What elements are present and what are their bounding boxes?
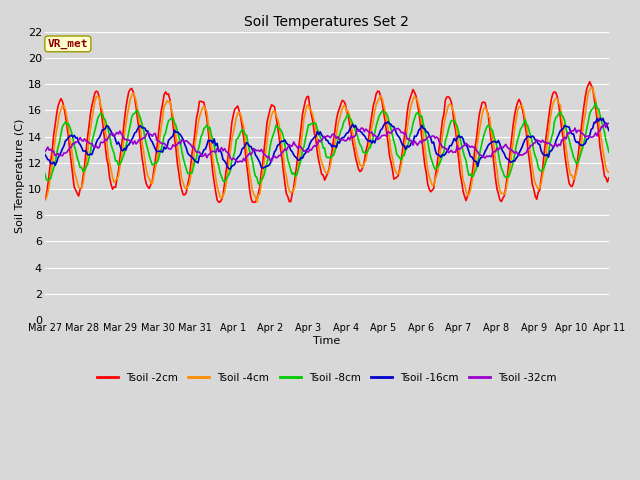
Title: Soil Temperatures Set 2: Soil Temperatures Set 2	[244, 15, 409, 29]
X-axis label: Time: Time	[313, 336, 340, 346]
Text: VR_met: VR_met	[47, 39, 88, 49]
Y-axis label: Soil Temperature (C): Soil Temperature (C)	[15, 119, 25, 233]
Legend: Tsoil -2cm, Tsoil -4cm, Tsoil -8cm, Tsoil -16cm, Tsoil -32cm: Tsoil -2cm, Tsoil -4cm, Tsoil -8cm, Tsoi…	[93, 369, 561, 387]
